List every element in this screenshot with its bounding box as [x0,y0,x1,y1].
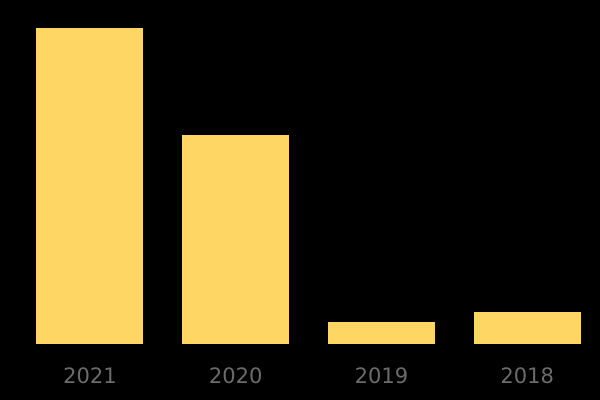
bar-2021 [36,28,144,344]
bar-column-2019: 2019 [309,0,455,400]
bar-2020 [182,135,290,344]
bar-column-2021: 2021 [17,0,163,400]
bar-2019 [327,322,435,344]
plot-area: 2021 2020 2019 2018 [17,0,600,400]
bar-2018 [473,312,581,344]
x-tick-label-2021: 2021 [63,364,117,388]
x-tick-label-2018: 2018 [500,364,554,388]
x-tick-label-2020: 2020 [208,364,263,388]
bar-column-2020: 2020 [163,0,309,400]
x-tick-label-2019: 2019 [354,364,409,388]
bar-column-2018: 2018 [454,0,600,400]
